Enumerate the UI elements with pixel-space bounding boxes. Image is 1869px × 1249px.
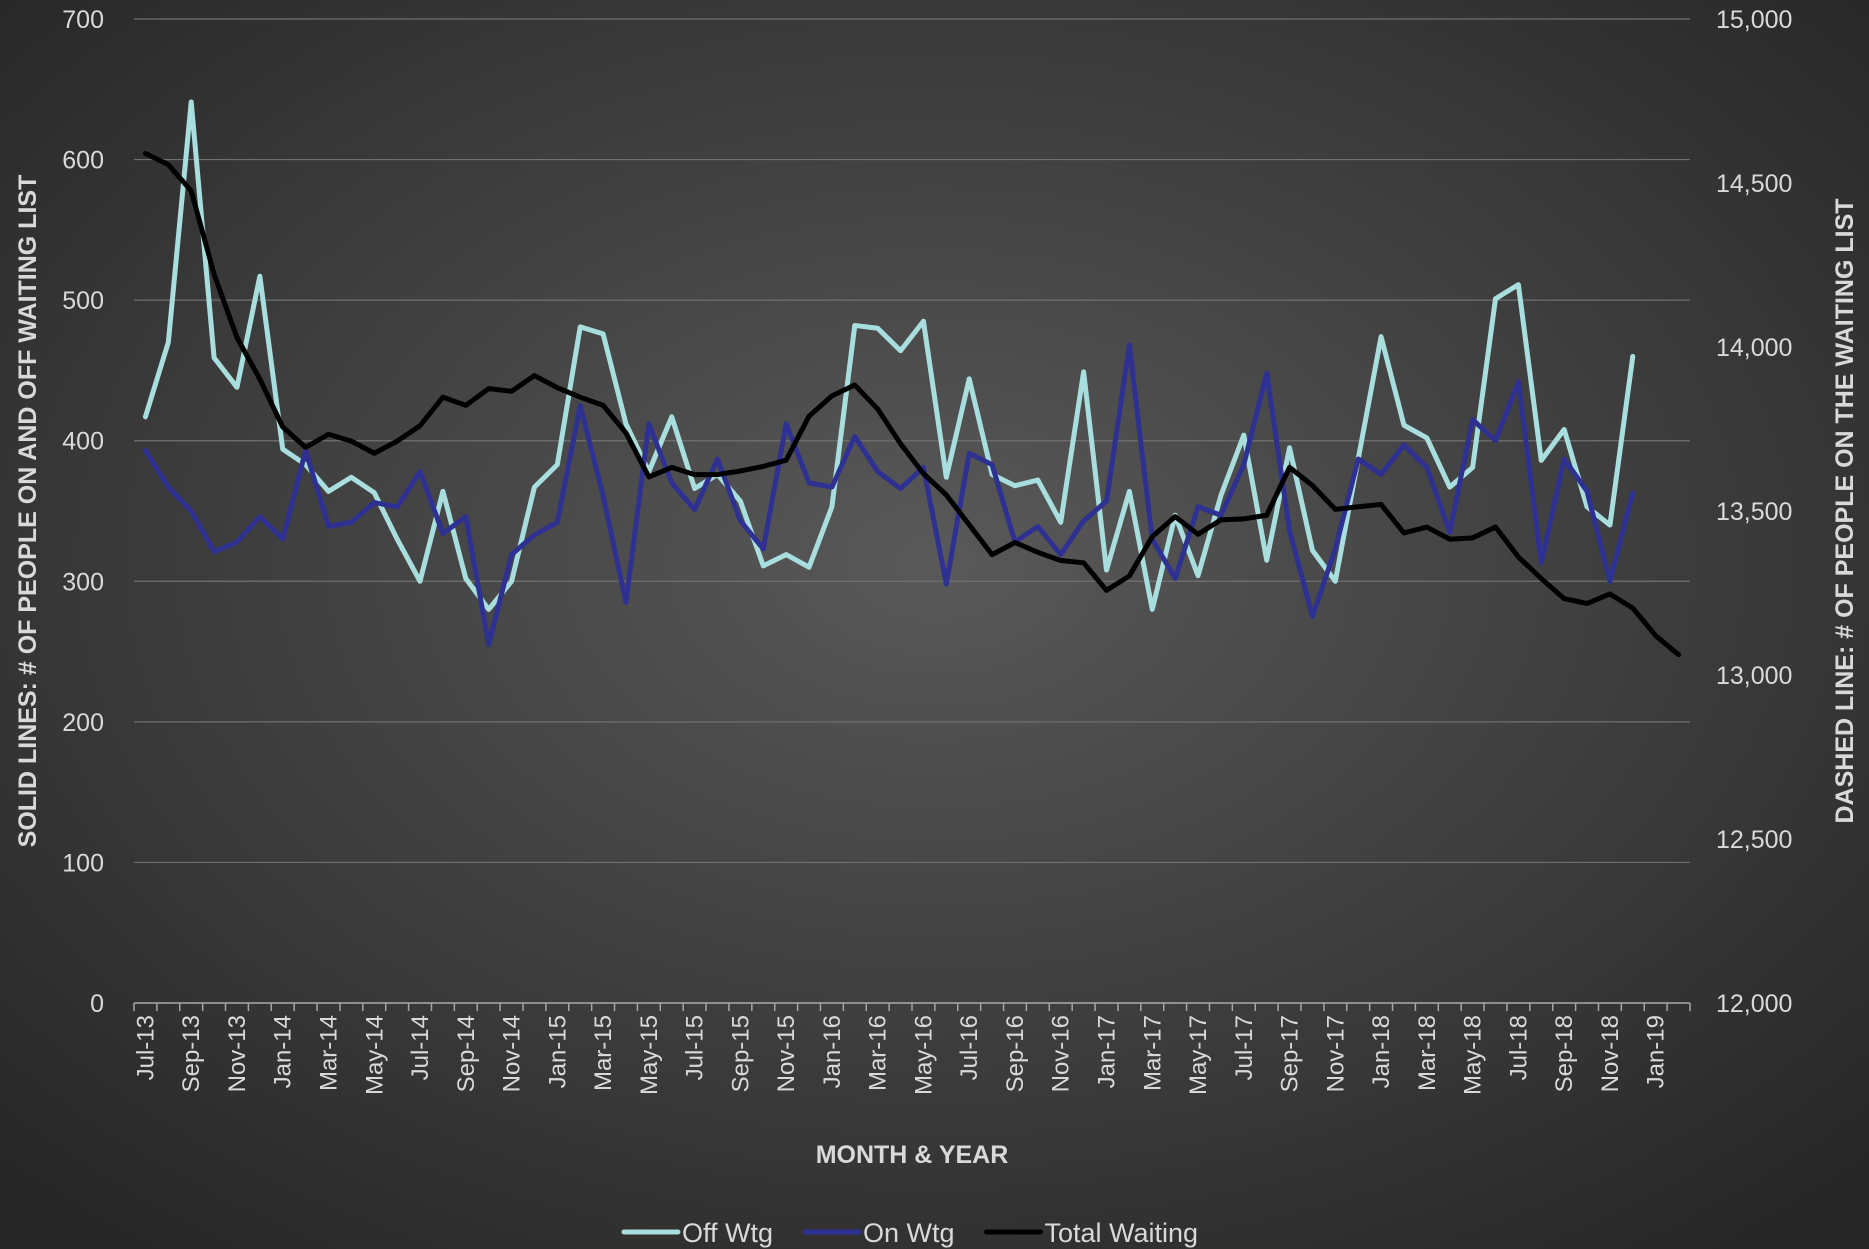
- y-tick-label: 100: [62, 849, 104, 877]
- x-tick-label: Jul-15: [682, 1015, 709, 1080]
- x-tick-label: Jul-13: [132, 1015, 159, 1080]
- plot: [142, 99, 1682, 658]
- x-tick-label: Sep-14: [453, 1015, 480, 1092]
- x-tick-label: Jul-16: [956, 1015, 983, 1080]
- x-tick-label: Jan-16: [819, 1015, 846, 1088]
- series-line: [142, 99, 1636, 612]
- x-tick-label: Jan-19: [1643, 1015, 1670, 1088]
- x-tick-label: Mar-18: [1414, 1015, 1441, 1091]
- y-tick-label: 300: [62, 568, 104, 596]
- legend-label: Off Wtg: [682, 1218, 773, 1248]
- y-tick-label: 500: [62, 287, 104, 315]
- grid: 0 100 200 300 400 500 600 700 12,000 12,500 13,000…: [62, 6, 1792, 1095]
- legend: Off Wtg On Wtg Total Waiting: [621, 1218, 1199, 1248]
- x-tick-label: Jan-15: [544, 1015, 571, 1088]
- x-tick-label: Nov-14: [499, 1015, 526, 1092]
- x-tick-label: Jul-18: [1505, 1015, 1532, 1080]
- x-tick-label: May-16: [910, 1015, 937, 1095]
- y-axis-title: SOLID LINES: # OF PEOPLE ON AND OFF WAIT…: [14, 175, 42, 848]
- x-tick-label: Nov-15: [773, 1015, 800, 1092]
- x-tick-label: Jul-17: [1231, 1015, 1258, 1080]
- x-tick-label: May-17: [1185, 1015, 1212, 1095]
- y2-tick-label: 13,000: [1716, 662, 1792, 690]
- x-tick-label: Sep-17: [1277, 1015, 1304, 1092]
- x-tick-label: Sep-16: [1002, 1015, 1029, 1092]
- x-tick-label: Nov-16: [1048, 1015, 1075, 1092]
- x-tick-label: Jul-14: [407, 1015, 434, 1080]
- x-tick-label: Nov-13: [224, 1015, 251, 1092]
- y2-tick-label: 14,500: [1716, 170, 1792, 198]
- x-tick-label: Nov-18: [1597, 1015, 1624, 1092]
- legend-label: Total Waiting: [1045, 1218, 1199, 1248]
- x-tick-label: May-14: [361, 1015, 388, 1095]
- y2-tick-label: 14,000: [1716, 334, 1792, 362]
- x-tick-label: Sep-18: [1551, 1015, 1578, 1092]
- x-tick-label: Jan-14: [270, 1015, 297, 1088]
- series-line: [142, 342, 1636, 648]
- y2-tick-label: 13,500: [1716, 498, 1792, 526]
- x-axis-title: MONTH & YEAR: [816, 1141, 1009, 1169]
- x-tick-label: Sep-15: [727, 1015, 754, 1092]
- y-tick-label: 600: [62, 147, 104, 175]
- x-tick-label: Jan-17: [1094, 1015, 1121, 1088]
- legend-label: On Wtg: [863, 1218, 955, 1248]
- x-tick-label: May-15: [636, 1015, 663, 1095]
- y2-axis-title: DASHED LINE: # OF PEOPLE ON THE WAITING …: [1831, 198, 1859, 823]
- x-tick-label: Jan-18: [1368, 1015, 1395, 1088]
- x-tick-label: Mar-15: [590, 1015, 617, 1091]
- y2-tick-label: 12,000: [1716, 990, 1792, 1018]
- x-tick-label: Mar-16: [865, 1015, 892, 1091]
- x-tick-label: May-18: [1460, 1015, 1487, 1095]
- y2-tick-label: 12,500: [1716, 826, 1792, 854]
- x-tick-label: Mar-14: [316, 1015, 343, 1091]
- y-tick-label: 700: [62, 6, 104, 34]
- series-line: [142, 150, 1682, 658]
- y2-tick-label: 15,000: [1716, 6, 1792, 34]
- y-tick-label: 200: [62, 709, 104, 737]
- y-tick-label: 400: [62, 428, 104, 456]
- x-tick-label: Sep-13: [178, 1015, 205, 1092]
- y-tick-label: 0: [90, 990, 104, 1018]
- x-tick-label: Mar-17: [1139, 1015, 1166, 1091]
- x-tick-label: Nov-17: [1322, 1015, 1349, 1092]
